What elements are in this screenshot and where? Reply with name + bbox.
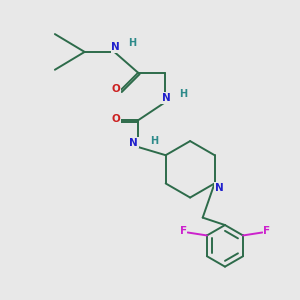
Text: F: F xyxy=(263,226,270,236)
Text: N: N xyxy=(111,43,120,52)
Text: N: N xyxy=(162,93,171,103)
Text: H: H xyxy=(150,136,158,146)
Text: F: F xyxy=(180,226,187,236)
Text: N: N xyxy=(215,183,224,193)
Text: N: N xyxy=(129,138,138,148)
Text: O: O xyxy=(111,114,120,124)
Text: H: H xyxy=(178,88,187,98)
Text: O: O xyxy=(111,84,120,94)
Text: H: H xyxy=(128,38,136,48)
